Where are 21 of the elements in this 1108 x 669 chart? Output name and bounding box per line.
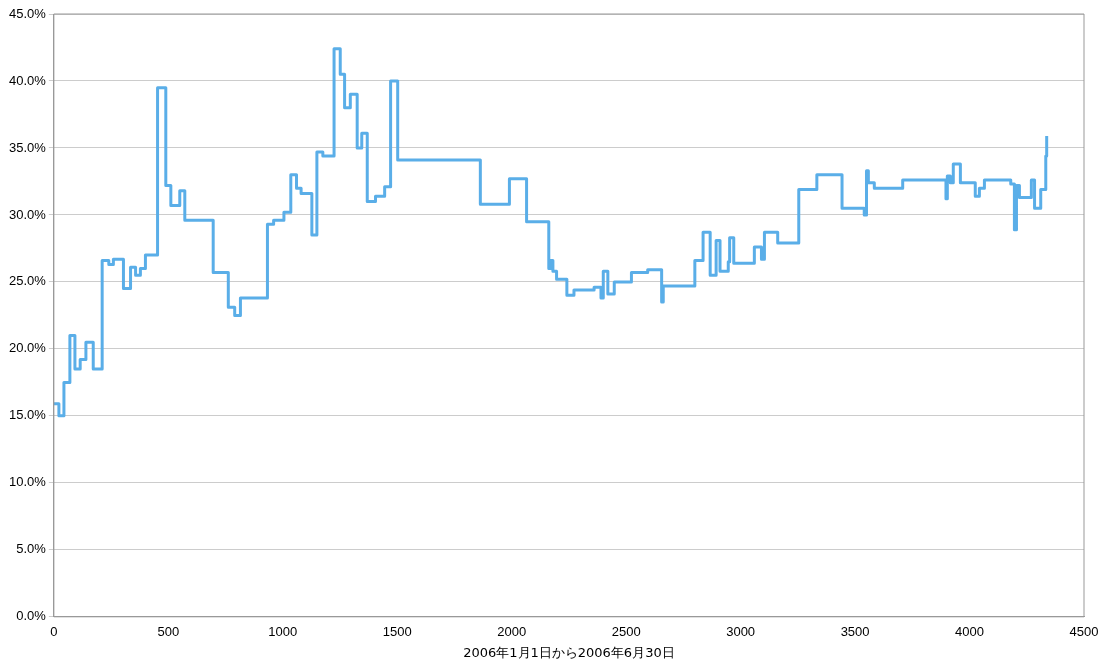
y-tick-label: 10.0% bbox=[8, 474, 47, 490]
x-axis-title: 2006年1月1日から2006年6月30日 bbox=[463, 644, 675, 660]
y-tick-label: 40.0% bbox=[8, 72, 47, 88]
y-tick-label: 15.0% bbox=[8, 407, 47, 423]
x-tick-label: 2500 bbox=[611, 624, 641, 640]
x-tick-label: 1500 bbox=[382, 624, 412, 640]
y-tick-label: 35.0% bbox=[8, 139, 47, 155]
y-tick-label: 25.0% bbox=[8, 273, 47, 289]
x-tick-label: 0 bbox=[50, 624, 58, 640]
y-tick-label: 0.0% bbox=[16, 608, 47, 624]
x-tick-label: 2000 bbox=[497, 624, 527, 640]
y-tick-label: 45.0% bbox=[8, 5, 47, 21]
y-tick-label: 5.0% bbox=[16, 541, 47, 557]
x-tick-label: 500 bbox=[157, 624, 180, 640]
x-tick-label: 4500 bbox=[1069, 624, 1099, 640]
x-tick-label: 3500 bbox=[840, 624, 870, 640]
x-tick-label: 4000 bbox=[955, 624, 984, 640]
y-tick-label: 30.0% bbox=[8, 206, 47, 222]
x-tick-label: 3000 bbox=[726, 624, 756, 640]
x-tick-label: 1000 bbox=[268, 624, 298, 640]
y-tick-label: 20.0% bbox=[8, 340, 47, 356]
